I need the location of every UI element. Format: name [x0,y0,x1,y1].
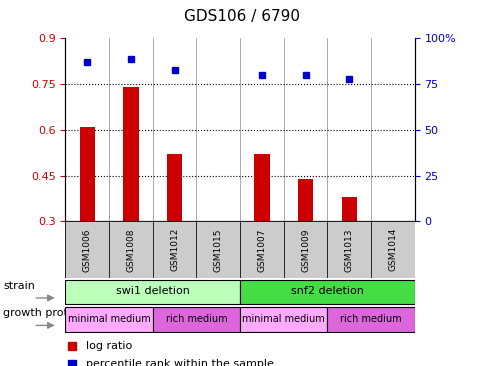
Text: growth protocol: growth protocol [3,308,91,318]
Text: GDS106 / 6790: GDS106 / 6790 [184,9,300,24]
Text: GSM1014: GSM1014 [388,228,396,272]
Bar [240,280,414,304]
Bar [65,307,152,332]
Text: snf2 deletion: snf2 deletion [290,286,363,296]
Bar [196,221,240,278]
Text: rich medium: rich medium [165,314,227,324]
Bar [166,154,182,221]
Bar [240,221,283,278]
Text: GSM1008: GSM1008 [126,228,135,272]
Text: swi1 deletion: swi1 deletion [116,286,189,296]
Bar [152,221,196,278]
Text: log ratio: log ratio [86,341,133,351]
Text: GSM1012: GSM1012 [170,228,179,272]
Text: minimal medium: minimal medium [68,314,150,324]
Bar [370,221,414,278]
Text: rich medium: rich medium [339,314,401,324]
Text: GSM1009: GSM1009 [301,228,309,272]
Bar [240,307,327,332]
Bar [79,127,95,221]
Text: percentile rank within the sample: percentile rank within the sample [86,359,274,366]
Bar [341,197,356,221]
Bar [65,280,240,304]
Bar [123,87,138,221]
Bar [297,179,313,221]
Bar [283,221,327,278]
Bar [65,221,109,278]
Text: GSM1015: GSM1015 [213,228,222,272]
Text: GSM1006: GSM1006 [83,228,91,272]
Bar [327,221,370,278]
Text: GSM1007: GSM1007 [257,228,266,272]
Bar [327,307,414,332]
Bar [152,307,240,332]
Bar [109,221,152,278]
Text: strain: strain [3,281,35,291]
Bar [254,154,269,221]
Text: GSM1013: GSM1013 [344,228,353,272]
Text: minimal medium: minimal medium [242,314,324,324]
